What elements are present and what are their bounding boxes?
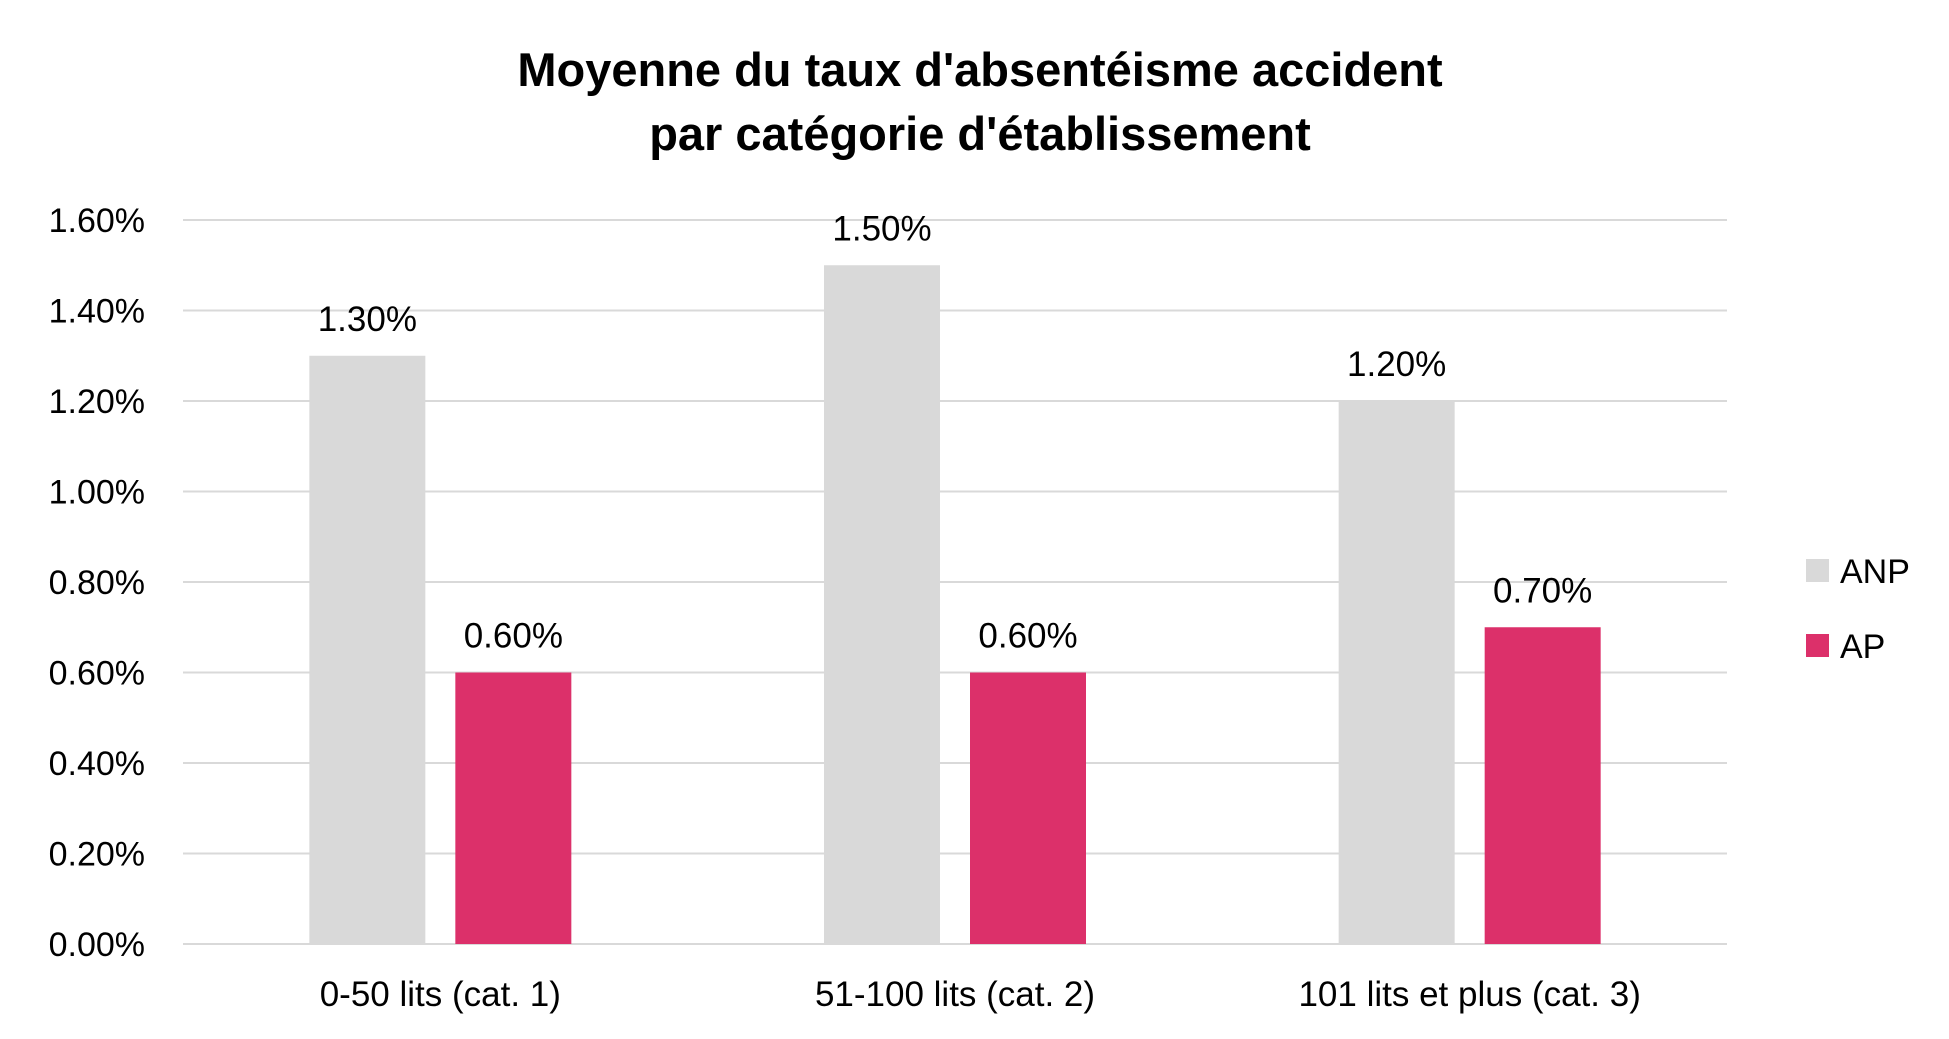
data-label: 0.70% [1493, 571, 1592, 610]
legend: ANP AP [1806, 553, 1910, 666]
y-tick-label: 1.60% [49, 202, 145, 240]
bar-anp [824, 265, 940, 944]
y-tick-label: 0.20% [49, 836, 145, 874]
legend-swatch-ap [1806, 634, 1829, 657]
y-tick-label: 0.40% [49, 745, 145, 783]
legend-label: AP [1840, 628, 1885, 666]
x-axis: 0-50 lits (cat. 1) 51-100 lits (cat. 2) 10… [320, 975, 1641, 1014]
data-label: 1.30% [318, 300, 417, 339]
bar-ap [970, 672, 1086, 944]
bars [309, 265, 1601, 944]
y-tick-label: 0.00% [49, 926, 145, 964]
data-label: 1.20% [1347, 345, 1446, 384]
bar-anp [1338, 401, 1455, 944]
gridlines [183, 219, 1727, 945]
legend-label: ANP [1840, 553, 1910, 591]
data-label: 0.60% [464, 617, 563, 656]
y-tick-label: 0.60% [49, 655, 145, 693]
legend-swatch-anp [1806, 559, 1829, 582]
y-tick-label: 1.40% [49, 293, 145, 331]
chart-title: Moyenne du taux d'absentéisme accident [517, 43, 1443, 96]
x-category-label: 101 lits et plus (cat. 3) [1298, 975, 1640, 1014]
data-label: 1.50% [832, 209, 931, 248]
bar-ap [455, 672, 572, 944]
x-category-label: 0-50 lits (cat. 1) [320, 975, 561, 1014]
y-tick-label: 1.00% [49, 474, 145, 512]
chart-subtitle: par catégorie d'établissement [649, 107, 1311, 160]
data-labels: 1.30% 0.60% 1.50% 0.60% 1.20% 0.70% [318, 209, 1593, 655]
data-label: 0.60% [978, 617, 1077, 656]
bar-anp [309, 355, 426, 944]
y-tick-label: 1.20% [49, 383, 145, 421]
y-tick-label: 0.80% [49, 564, 145, 602]
x-category-label: 51-100 lits (cat. 2) [815, 975, 1095, 1014]
y-axis: 0.00% 0.20% 0.40% 0.60% 0.80% 1.00% 1.20% 1.40%… [49, 202, 145, 964]
bar-ap [1484, 627, 1601, 944]
